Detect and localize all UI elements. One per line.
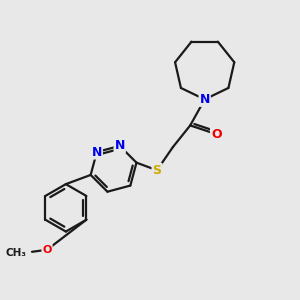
Text: S: S bbox=[152, 164, 161, 177]
Text: N: N bbox=[200, 93, 210, 106]
Text: O: O bbox=[211, 128, 222, 141]
Text: O: O bbox=[42, 245, 52, 255]
Text: CH₃: CH₃ bbox=[6, 248, 27, 258]
Text: N: N bbox=[92, 146, 102, 158]
Text: N: N bbox=[115, 140, 125, 152]
